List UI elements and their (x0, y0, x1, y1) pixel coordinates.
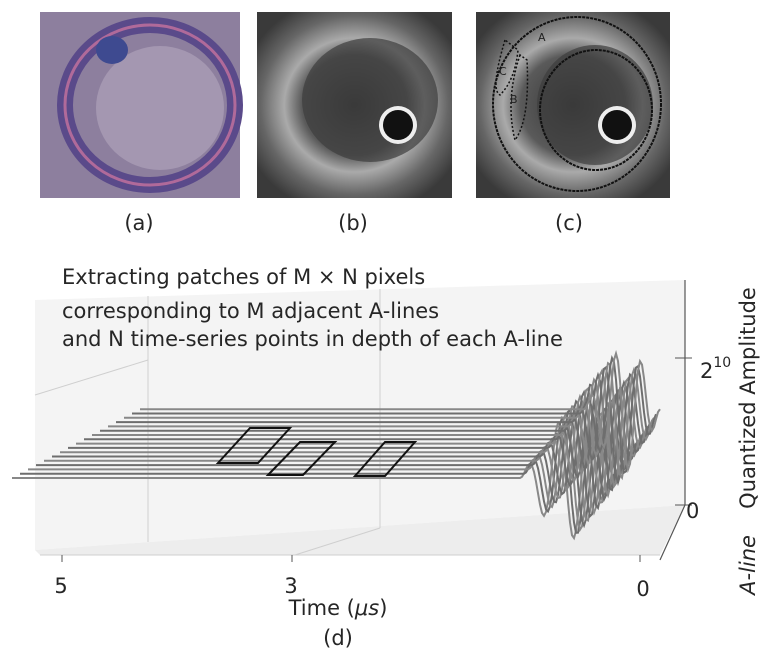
a-line-trace (132, 355, 657, 475)
waveforms (12, 349, 661, 541)
tick-exponent: 10 (713, 355, 731, 371)
panel-label: (d) (323, 626, 353, 650)
a-line-trace (140, 349, 661, 474)
annotation-line: corresponding to M adjacent A-lines (62, 299, 439, 323)
a-line-trace (124, 361, 655, 481)
region-label: B (510, 93, 518, 106)
aline-axis-label: A-line (736, 535, 760, 597)
time-tick: 5 (54, 574, 67, 598)
region-label: C (499, 65, 507, 78)
label-part: ) (379, 596, 387, 620)
time-tick: 0 (636, 577, 649, 601)
region-label: A (538, 31, 546, 44)
panel-label: (a) (124, 211, 153, 235)
plot-panes (34, 280, 692, 562)
panel-c: A B C (c) (476, 12, 670, 235)
panel-label: (b) (338, 211, 368, 235)
panel-label: (c) (555, 211, 583, 235)
annotation-line: and N time-series points in depth of eac… (62, 327, 563, 351)
amplitude-axis-label: Quantized Amplitude (736, 287, 760, 509)
patches (215, 427, 418, 477)
amplitude-tick: 0 (686, 499, 699, 523)
annotation-line: Extracting patches of M × N pixels (62, 265, 425, 289)
amplitude-tick: 210 (700, 355, 731, 383)
panel-b: (b) (257, 12, 452, 235)
time-tick: 3 (284, 574, 297, 598)
time-axis-label: Time (μs) (288, 596, 388, 620)
panel-a: (a) (40, 12, 243, 235)
label-part: Time ( (288, 596, 355, 620)
a-line-trace (76, 386, 637, 504)
label-unit: μs (354, 596, 379, 620)
tick-base: 2 (700, 359, 713, 383)
a-line-trace (92, 377, 643, 499)
